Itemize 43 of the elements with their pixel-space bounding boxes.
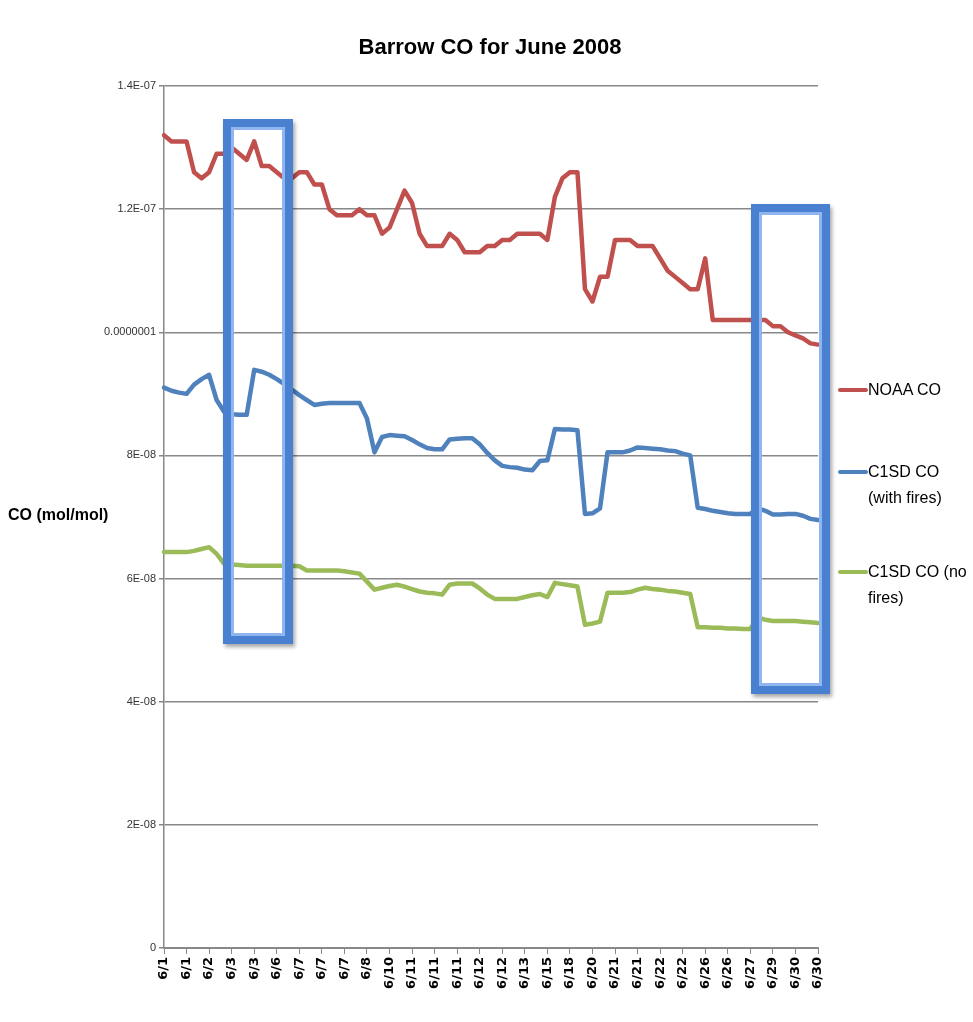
x-tick-label: 6/30 xyxy=(786,957,802,989)
legend-label: C1SD CO (with fires) xyxy=(868,462,943,508)
x-tick-label: 6/7 xyxy=(335,957,351,980)
y-tick-label: 0.0000001 xyxy=(104,325,156,338)
x-tick-label: 6/11 xyxy=(448,957,464,989)
x-tick-label: 6/18 xyxy=(561,957,577,989)
y-tick-label: 2E-08 xyxy=(126,817,156,830)
x-tick-label: 6/7 xyxy=(313,957,329,980)
x-tick-label: 6/21 xyxy=(606,957,622,989)
x-tick-label: 6/8 xyxy=(358,957,374,980)
x-tick-label: 6/7 xyxy=(290,957,306,980)
y-tick-label: 6E-08 xyxy=(126,571,156,584)
x-tick-label: 6/20 xyxy=(583,957,599,989)
x-tick-label: 6/3 xyxy=(245,957,261,980)
x-tick-label: 6/22 xyxy=(651,957,667,989)
x-tick-label: 6/3 xyxy=(223,957,239,980)
x-tick-label: 6/27 xyxy=(741,957,757,989)
y-tick-label: 4E-08 xyxy=(126,694,156,707)
y-tick-label: 1.2E-07 xyxy=(117,202,156,215)
x-tick-label: 6/13 xyxy=(516,957,532,989)
y-tick-label: 0 xyxy=(149,941,156,954)
y-tick-label: 1.4E-07 xyxy=(117,79,156,92)
x-tick-label: 6/11 xyxy=(403,957,419,989)
x-tick-label: 6/22 xyxy=(674,957,690,989)
x-tick-label: 6/11 xyxy=(426,957,441,989)
x-tick-label: 6/21 xyxy=(628,957,644,989)
x-tick-label: 6/30 xyxy=(809,957,825,989)
x-tick-label: 6/29 xyxy=(764,957,780,989)
legend-label: NOAA CO xyxy=(868,380,942,400)
x-tick-label: 6/6 xyxy=(268,957,284,980)
x-tick-label: 6/1 xyxy=(155,957,171,980)
y-tick-label: 8E-08 xyxy=(126,448,156,461)
x-tick-label: 6/1 xyxy=(177,957,193,980)
x-tick-label: 6/2 xyxy=(200,957,216,980)
y-axis-title: CO (mol/mol) xyxy=(8,506,109,524)
x-tick-label: 6/26 xyxy=(696,957,712,989)
legend-label: C1SD CO (no fires) xyxy=(868,562,968,608)
x-tick-label: 6/12 xyxy=(471,957,487,989)
x-tick-label: 6/10 xyxy=(380,957,396,989)
chart-title: Barrow CO for June 2008 xyxy=(358,34,622,60)
x-tick-label: 6/26 xyxy=(719,957,735,989)
x-tick-label: 6/12 xyxy=(493,957,509,989)
x-tick-label: 6/15 xyxy=(538,957,554,989)
